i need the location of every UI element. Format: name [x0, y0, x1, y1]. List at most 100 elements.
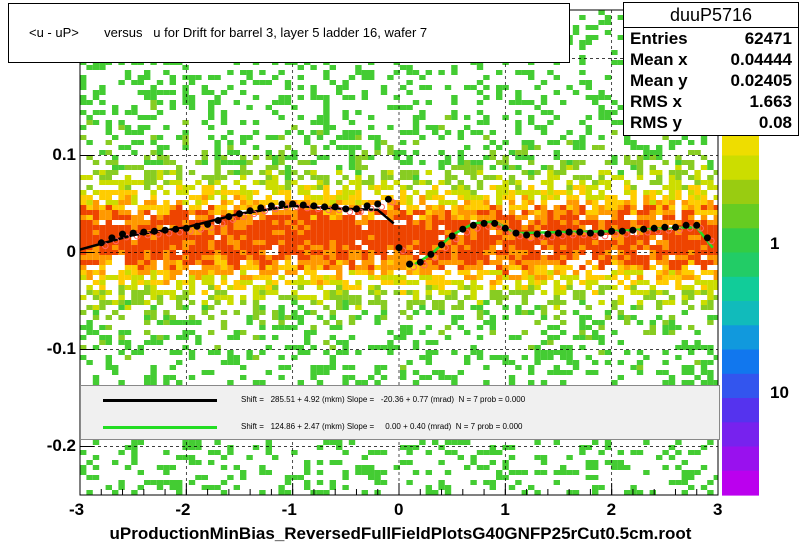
heat-cell	[188, 270, 196, 275]
heat-cell	[336, 460, 343, 465]
heat-cell	[304, 215, 311, 220]
heat-cell	[425, 85, 432, 90]
heat-cell	[688, 165, 695, 170]
heat-cell	[572, 30, 580, 35]
heat-cell	[412, 255, 420, 260]
heat-cell	[220, 360, 228, 365]
heat-cell	[483, 215, 490, 220]
heat-cell	[284, 240, 292, 245]
heat-cell	[329, 280, 336, 285]
heat-cell	[176, 455, 183, 460]
heat-cell	[406, 210, 413, 215]
heat-cell	[259, 320, 266, 325]
heat-cell	[144, 375, 151, 380]
profile-point	[608, 227, 616, 235]
heat-cell	[643, 470, 650, 475]
heat-cell	[297, 175, 304, 180]
heat-cell	[310, 270, 317, 275]
heat-cell	[252, 240, 260, 245]
heat-cell	[297, 240, 304, 245]
heat-cell	[547, 175, 554, 180]
heat-cell	[483, 320, 490, 325]
heat-cell	[438, 205, 445, 210]
heat-cell	[508, 100, 516, 105]
heat-cell	[336, 320, 343, 325]
heat-cell	[566, 360, 573, 365]
heat-cell	[336, 305, 343, 310]
heat-cell	[240, 240, 247, 245]
profile-point	[459, 225, 467, 233]
heat-cell	[214, 150, 221, 155]
heat-cell	[707, 315, 714, 320]
heat-cell	[470, 85, 477, 90]
heat-cell	[188, 220, 196, 225]
heat-cell	[131, 255, 138, 260]
heat-cell	[406, 300, 413, 305]
heat-cell	[713, 260, 718, 265]
heat-cell	[598, 10, 605, 15]
heat-cell	[265, 285, 272, 290]
heat-cell	[636, 145, 644, 150]
heat-cell	[208, 350, 215, 355]
heat-cell	[265, 185, 272, 190]
heat-cell	[188, 445, 196, 450]
heat-cell	[227, 265, 234, 270]
heat-cell	[240, 205, 247, 210]
heat-cell	[144, 320, 151, 325]
heat-cell	[572, 490, 580, 495]
heat-cell	[240, 165, 247, 170]
heat-cell	[208, 260, 215, 265]
heat-cell	[131, 260, 138, 265]
heat-cell	[489, 285, 496, 290]
heat-cell	[540, 220, 548, 225]
heat-cell	[355, 295, 362, 300]
heat-cell	[144, 210, 151, 215]
heat-cell	[265, 235, 272, 240]
heat-cell	[598, 245, 605, 250]
heat-cell	[483, 255, 490, 260]
heat-cell	[227, 270, 234, 275]
heat-cell	[342, 305, 349, 310]
heat-cell	[534, 145, 541, 150]
heat-cell	[483, 450, 490, 455]
y-tick-label: -0.2	[46, 435, 76, 455]
heat-cell	[643, 330, 650, 335]
heat-cell	[412, 235, 420, 240]
heat-cell	[137, 345, 144, 350]
heat-cell	[310, 275, 317, 280]
heat-cell	[540, 380, 548, 385]
heat-cell	[99, 295, 106, 300]
heat-cell	[451, 320, 458, 325]
heat-cell	[476, 90, 484, 95]
heat-cell	[348, 215, 356, 220]
heat-cell	[566, 255, 573, 260]
heat-cell	[662, 330, 669, 335]
heat-cell	[220, 160, 228, 165]
heat-cell	[92, 295, 100, 300]
heat-cell	[252, 155, 260, 160]
heat-cell	[553, 190, 560, 195]
heat-cell	[572, 365, 580, 370]
heat-cell	[304, 230, 311, 235]
heat-cell	[508, 275, 516, 280]
heat-cell	[246, 195, 253, 200]
heat-cell	[598, 300, 605, 305]
heat-cell	[419, 355, 426, 360]
heat-cell	[700, 155, 708, 160]
heat-cell	[220, 325, 228, 330]
heat-cell	[329, 315, 336, 320]
heat-cell	[176, 220, 183, 225]
heat-cell	[86, 260, 93, 265]
heat-cell	[201, 155, 208, 160]
heat-cell	[579, 345, 586, 350]
heat-cell	[131, 195, 138, 200]
heat-cell	[668, 170, 676, 175]
heat-cell	[265, 275, 272, 280]
heat-cell	[208, 205, 215, 210]
heat-cell	[348, 245, 356, 250]
heat-cell	[80, 230, 87, 235]
heat-cell	[425, 170, 432, 175]
heat-cell	[118, 145, 125, 150]
heat-cell	[329, 335, 336, 340]
heat-cell	[624, 245, 631, 250]
